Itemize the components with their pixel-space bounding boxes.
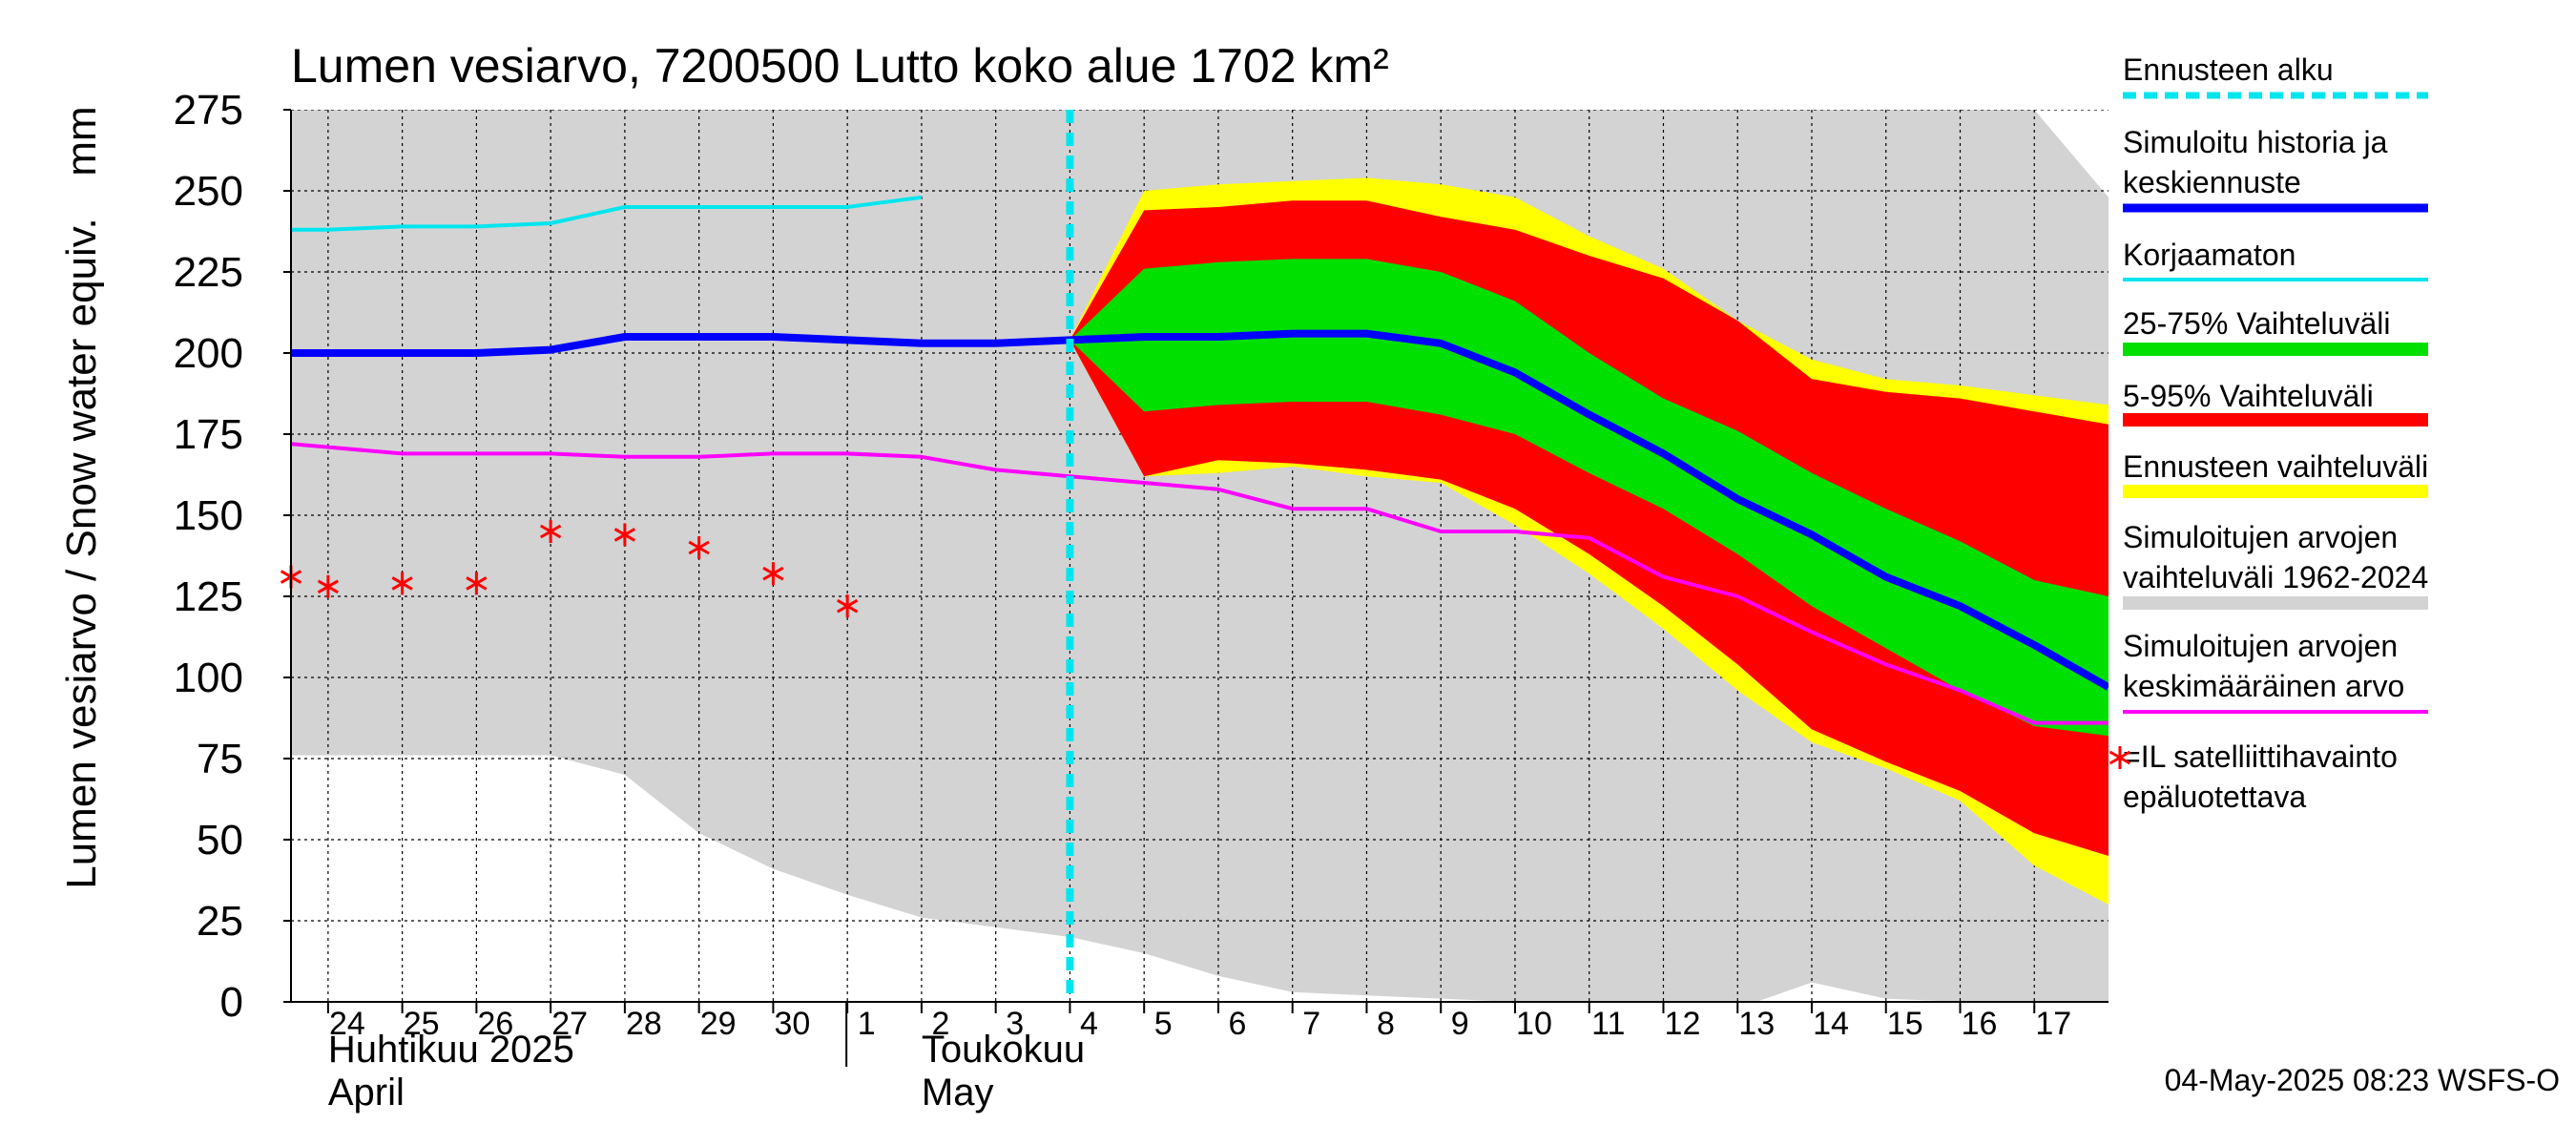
legend-label: =IL satelliittihavainto	[2123, 739, 2398, 774]
x-tick-label: 7	[1302, 1006, 1320, 1042]
y-axis-label: Lumen vesiarvo / Snow water equiv.	[58, 218, 105, 889]
satellite-obs-marker	[688, 536, 710, 559]
satellite-obs-marker	[317, 574, 340, 598]
series-line-1	[291, 195, 923, 232]
y-tick-label: 275	[174, 87, 243, 134]
satellite-obs-marker	[613, 523, 636, 547]
x-tick-label: 12	[1665, 1006, 1701, 1042]
x-tick-label: 25	[404, 1006, 440, 1042]
y-tick-label: 125	[174, 573, 243, 620]
legend-label: keskiennuste	[2123, 165, 2301, 199]
y-tick-label: 100	[174, 655, 243, 701]
y-tick-label: 75	[197, 736, 243, 782]
y-tick-label: 150	[174, 492, 243, 539]
legend-label: epäluotettava	[2123, 780, 2306, 814]
y-tick-label: 225	[174, 249, 243, 296]
month-label: Huhtikuu 2025	[328, 1029, 574, 1071]
legend-label: 25-75% Vaihteluväli	[2123, 306, 2390, 341]
x-tick-label: 3	[1006, 1006, 1024, 1042]
y-tick-label: 200	[174, 330, 243, 377]
x-tick-label: 28	[626, 1006, 662, 1042]
legend-label: 5-95% Vaihteluväli	[2123, 379, 2374, 413]
chart-title: Lumen vesiarvo, 7200500 Lutto koko alue …	[291, 39, 1389, 93]
y-tick-label: 175	[174, 411, 243, 458]
x-tick-label: 13	[1738, 1006, 1775, 1042]
legend-label: Ennusteen vaihteluväli	[2123, 449, 2428, 484]
y-axis-unit: mm	[58, 106, 105, 176]
legend: Ennusteen alku Simuloitu historia ja keski…	[2109, 52, 2428, 814]
series-line-2	[291, 442, 2109, 725]
x-tick-label: 1	[858, 1006, 876, 1042]
y-tick-label: 25	[197, 898, 243, 945]
x-tick-label: 8	[1377, 1006, 1395, 1042]
x-tick-label: 17	[2035, 1006, 2071, 1042]
legend-label: Simuloitujen arvojen	[2123, 629, 2398, 663]
satellite-obs-marker	[391, 572, 413, 595]
satellite-obs-marker	[762, 562, 784, 586]
satellite-obs-marker	[466, 572, 488, 595]
y-tick-label: 50	[197, 817, 243, 864]
legend-label: vaihteluväli 1962-2024	[2123, 560, 2428, 594]
x-tick-label: 29	[700, 1006, 737, 1042]
legend-label: Simuloitujen arvojen	[2123, 520, 2398, 554]
timestamp-footer: 04-May-2025 08:23 WSFS-O	[2165, 1063, 2560, 1097]
x-tick-label: 4	[1080, 1006, 1098, 1042]
y-tick-label: 0	[220, 979, 243, 1026]
x-tick-label: 6	[1228, 1006, 1246, 1042]
legend-label: keskimääräinen arvo	[2123, 669, 2404, 703]
x-tick-label: 30	[774, 1006, 810, 1042]
x-tick-label: 9	[1451, 1006, 1469, 1042]
satellite-obs-marker	[540, 520, 562, 543]
month-label: Toukokuu	[922, 1029, 1085, 1071]
month-label-en: May	[922, 1072, 994, 1114]
band-25-75	[1070, 259, 2109, 737]
x-tick-label: 14	[1813, 1006, 1849, 1042]
x-tick-label: 27	[551, 1006, 588, 1042]
plot-area	[291, 110, 2109, 1002]
legend-label: Ennusteen alku	[2123, 52, 2334, 87]
y-tick-label: 250	[174, 168, 243, 215]
x-tick-label: 10	[1516, 1006, 1552, 1042]
x-tick-label: 16	[1962, 1006, 1998, 1042]
x-tick-label: 5	[1154, 1006, 1173, 1042]
x-tick-label: 26	[477, 1006, 513, 1042]
legend-marker-satellite	[2109, 746, 2131, 769]
legend-label: Simuloitu historia ja	[2123, 125, 2388, 159]
satellite-obs-marker	[837, 594, 859, 618]
series-line-0	[291, 329, 2109, 691]
x-tick-label: 11	[1591, 1006, 1625, 1042]
legend-label: Korjaamaton	[2123, 238, 2296, 272]
x-tick-label: 24	[329, 1006, 365, 1042]
x-tick-label: 2	[931, 1006, 949, 1042]
month-label-en: April	[328, 1072, 405, 1114]
x-tick-label: 15	[1887, 1006, 1923, 1042]
